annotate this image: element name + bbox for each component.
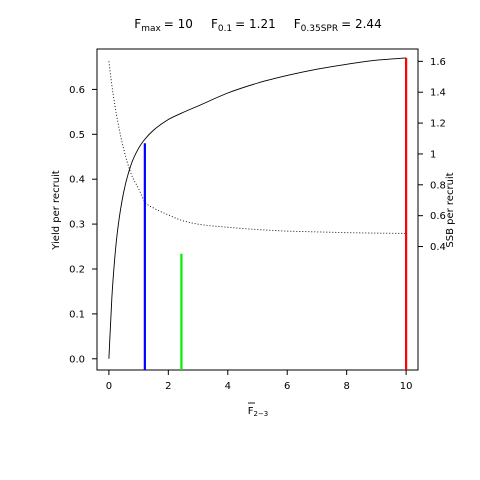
- y-left-tick-label: 0.3: [69, 220, 85, 231]
- y-axis-right-label: SSB per recruit: [445, 172, 456, 247]
- x-tick-label: 6: [284, 381, 290, 392]
- y-left-tick-label: 0.0: [69, 354, 85, 365]
- title-symbol: F: [134, 17, 141, 31]
- title-subscript: 0.35SPR: [301, 24, 338, 34]
- chart-title: Fmax = 10 F0.1 = 1.21 F0.35SPR = 2.44: [134, 17, 381, 34]
- title-subscript: max: [141, 24, 161, 34]
- x-tick-label: 10: [400, 381, 413, 392]
- title-subscript: 0.1: [218, 24, 232, 34]
- y-left-tick-label: 0.4: [69, 175, 85, 186]
- y-left-tick-label: 0.1: [69, 309, 85, 320]
- y-right-tick-label: 1.6: [430, 57, 446, 68]
- x-tick-label: 2: [165, 381, 171, 392]
- y-axis-left: 0.0 0.1 0.2 0.3 0.4 0.5 0.6: [69, 85, 97, 365]
- x-tick-label: 8: [343, 381, 349, 392]
- title-value: = 2.44: [341, 17, 382, 31]
- y-right-tick-label: 1.4: [430, 88, 446, 99]
- title-symbol: F: [294, 17, 301, 31]
- y-axis-left-label: Yield per recruit: [51, 170, 62, 251]
- plot-frame: [96, 48, 419, 371]
- title-value: = 1.21: [235, 17, 276, 31]
- x-tick-label: 4: [225, 381, 231, 392]
- ssb-per-recruit-line: [108, 61, 407, 234]
- y-right-tick-label: 1.2: [430, 119, 446, 130]
- x-tick-label: 0: [106, 381, 112, 392]
- title-symbol: F: [211, 17, 218, 31]
- y-right-tick-label: 0.4: [430, 242, 446, 253]
- title-value: = 10: [164, 17, 193, 31]
- x-label-subscript: 2−3: [253, 410, 268, 418]
- y-right-tick-label: 0.6: [430, 211, 446, 222]
- x-axis-label: F2−3: [248, 406, 269, 418]
- y-axis-right: 0.4 0.6 0.8 1 1.2 1.4 1.6: [418, 57, 446, 253]
- x-axis: 0 2 4 6 8 10: [106, 370, 413, 392]
- y-right-tick-label: 1: [430, 149, 436, 160]
- reference-lines: [143, 57, 408, 370]
- yield-per-recruit-line: [108, 57, 407, 359]
- y-right-tick-label: 0.8: [430, 180, 446, 191]
- y-left-tick-label: 0.5: [69, 130, 85, 141]
- series-layer: [108, 57, 407, 359]
- y-left-tick-label: 0.6: [69, 85, 85, 96]
- y-left-tick-label: 0.2: [69, 264, 85, 275]
- chart-title-text: Fmax = 10 F0.1 = 1.21 F0.35SPR = 2.44: [134, 17, 381, 34]
- x-label-symbol: F: [248, 406, 254, 417]
